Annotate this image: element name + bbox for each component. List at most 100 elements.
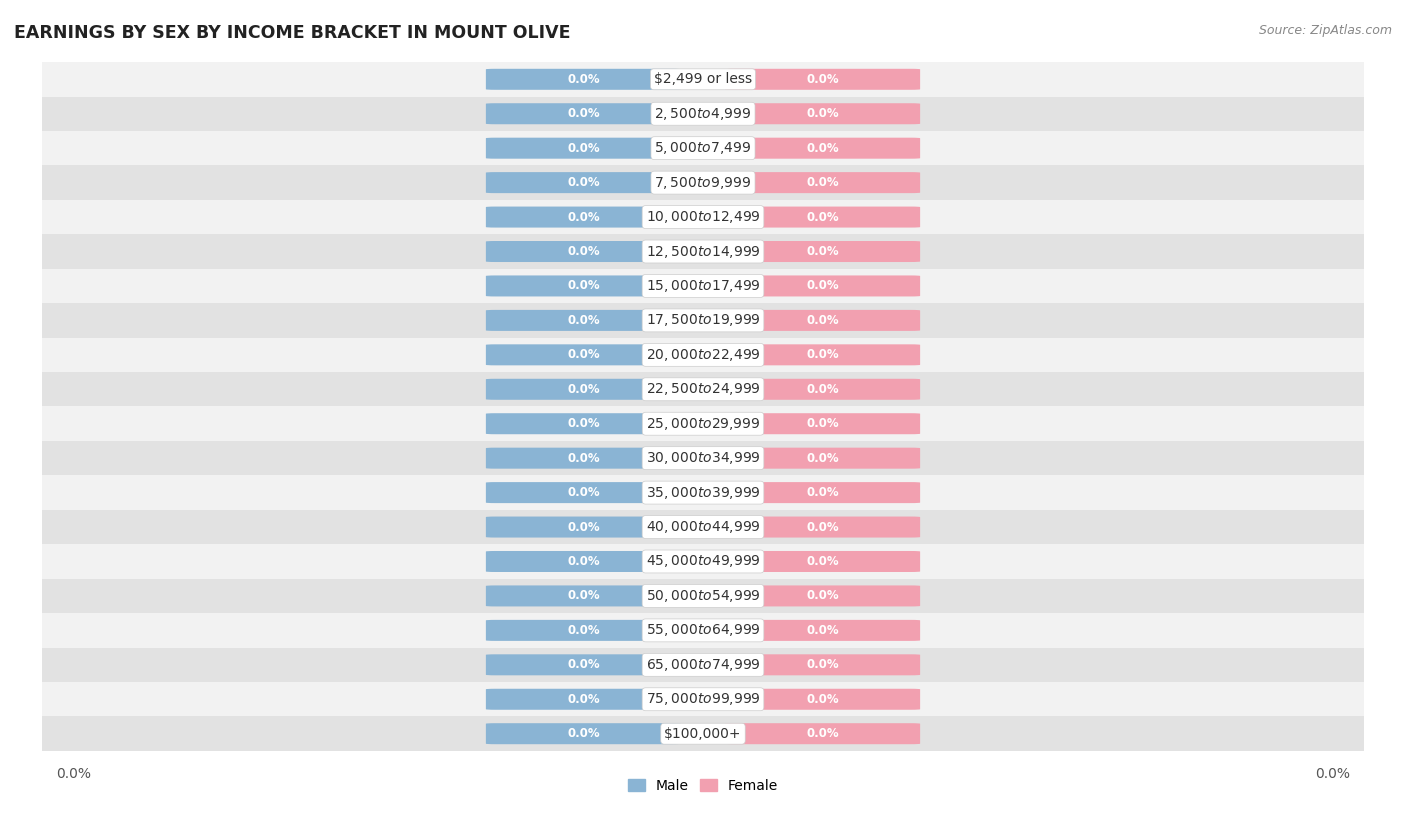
FancyBboxPatch shape — [486, 241, 681, 262]
Text: 0.0%: 0.0% — [806, 107, 839, 120]
FancyBboxPatch shape — [725, 516, 920, 537]
FancyBboxPatch shape — [725, 276, 920, 297]
FancyBboxPatch shape — [725, 413, 920, 434]
FancyBboxPatch shape — [486, 276, 681, 297]
Text: $12,500 to $14,999: $12,500 to $14,999 — [645, 244, 761, 259]
Text: 0.0%: 0.0% — [806, 486, 839, 499]
FancyBboxPatch shape — [486, 654, 681, 676]
Bar — [42, 648, 1364, 682]
FancyBboxPatch shape — [486, 69, 681, 89]
Text: 0.0%: 0.0% — [567, 693, 600, 706]
Text: 0.0%: 0.0% — [806, 176, 839, 189]
Text: $17,500 to $19,999: $17,500 to $19,999 — [645, 312, 761, 328]
Text: 0.0%: 0.0% — [567, 176, 600, 189]
Text: 0.0%: 0.0% — [806, 280, 839, 293]
Text: 0.0%: 0.0% — [806, 245, 839, 258]
Text: 0.0%: 0.0% — [567, 486, 600, 499]
Bar — [42, 406, 1364, 441]
FancyBboxPatch shape — [725, 207, 920, 228]
Text: 0.0%: 0.0% — [806, 693, 839, 706]
Bar — [42, 544, 1364, 579]
Bar — [42, 716, 1364, 751]
Bar — [42, 372, 1364, 406]
Text: 0.0%: 0.0% — [806, 659, 839, 672]
Text: 0.0%: 0.0% — [567, 727, 600, 740]
FancyBboxPatch shape — [486, 585, 681, 606]
Bar — [42, 269, 1364, 303]
Text: $22,500 to $24,999: $22,500 to $24,999 — [645, 381, 761, 398]
FancyBboxPatch shape — [486, 516, 681, 537]
Text: $50,000 to $54,999: $50,000 to $54,999 — [645, 588, 761, 604]
FancyBboxPatch shape — [486, 379, 681, 400]
Text: $2,499 or less: $2,499 or less — [654, 72, 752, 86]
Text: 0.0%: 0.0% — [567, 348, 600, 361]
Text: 0.0%: 0.0% — [567, 280, 600, 293]
Text: 0.0%: 0.0% — [806, 727, 839, 740]
FancyBboxPatch shape — [486, 448, 681, 468]
FancyBboxPatch shape — [486, 620, 681, 641]
Text: $30,000 to $34,999: $30,000 to $34,999 — [645, 450, 761, 466]
FancyBboxPatch shape — [725, 448, 920, 468]
FancyBboxPatch shape — [725, 654, 920, 676]
Text: $7,500 to $9,999: $7,500 to $9,999 — [654, 175, 752, 190]
Text: 0.0%: 0.0% — [567, 452, 600, 465]
Bar — [42, 441, 1364, 476]
Bar — [42, 476, 1364, 510]
FancyBboxPatch shape — [486, 345, 681, 365]
Bar — [42, 200, 1364, 234]
FancyBboxPatch shape — [725, 379, 920, 400]
FancyBboxPatch shape — [725, 310, 920, 331]
Text: 0.0%: 0.0% — [806, 520, 839, 533]
Bar — [42, 165, 1364, 200]
FancyBboxPatch shape — [486, 482, 681, 503]
Text: 0.0%: 0.0% — [806, 348, 839, 361]
Text: 0.0%: 0.0% — [567, 589, 600, 602]
Text: 0.0%: 0.0% — [567, 624, 600, 637]
FancyBboxPatch shape — [725, 69, 920, 89]
Text: 0.0%: 0.0% — [806, 73, 839, 86]
FancyBboxPatch shape — [725, 103, 920, 124]
Text: $65,000 to $74,999: $65,000 to $74,999 — [645, 657, 761, 673]
FancyBboxPatch shape — [486, 724, 681, 744]
Text: 0.0%: 0.0% — [567, 659, 600, 672]
Text: 0.0%: 0.0% — [567, 417, 600, 430]
Text: 0.0%: 0.0% — [806, 589, 839, 602]
Bar — [42, 62, 1364, 97]
FancyBboxPatch shape — [486, 207, 681, 228]
Text: 0.0%: 0.0% — [806, 624, 839, 637]
Text: 0.0%: 0.0% — [806, 314, 839, 327]
FancyBboxPatch shape — [725, 620, 920, 641]
FancyBboxPatch shape — [486, 137, 681, 159]
Text: 0.0%: 0.0% — [567, 107, 600, 120]
FancyBboxPatch shape — [725, 689, 920, 710]
Text: $45,000 to $49,999: $45,000 to $49,999 — [645, 554, 761, 569]
FancyBboxPatch shape — [486, 172, 681, 193]
Text: $40,000 to $44,999: $40,000 to $44,999 — [645, 519, 761, 535]
Text: 0.0%: 0.0% — [567, 555, 600, 568]
FancyBboxPatch shape — [486, 413, 681, 434]
Bar — [42, 337, 1364, 372]
Text: $100,000+: $100,000+ — [664, 727, 742, 741]
Text: 0.0%: 0.0% — [567, 73, 600, 86]
FancyBboxPatch shape — [725, 345, 920, 365]
Text: $5,000 to $7,499: $5,000 to $7,499 — [654, 140, 752, 156]
FancyBboxPatch shape — [486, 689, 681, 710]
Text: 0.0%: 0.0% — [806, 452, 839, 465]
FancyBboxPatch shape — [725, 585, 920, 606]
FancyBboxPatch shape — [725, 172, 920, 193]
Text: $15,000 to $17,499: $15,000 to $17,499 — [645, 278, 761, 294]
Bar — [42, 579, 1364, 613]
Legend: Male, Female: Male, Female — [623, 773, 783, 798]
Text: $75,000 to $99,999: $75,000 to $99,999 — [645, 691, 761, 707]
Text: $20,000 to $22,499: $20,000 to $22,499 — [645, 347, 761, 363]
Bar — [42, 131, 1364, 165]
FancyBboxPatch shape — [725, 482, 920, 503]
Text: 0.0%: 0.0% — [567, 211, 600, 224]
Text: 0.0%: 0.0% — [806, 141, 839, 154]
Text: 0.0%: 0.0% — [567, 383, 600, 396]
Text: $55,000 to $64,999: $55,000 to $64,999 — [645, 623, 761, 638]
Text: EARNINGS BY SEX BY INCOME BRACKET IN MOUNT OLIVE: EARNINGS BY SEX BY INCOME BRACKET IN MOU… — [14, 24, 571, 42]
Text: 0.0%: 0.0% — [806, 211, 839, 224]
FancyBboxPatch shape — [725, 241, 920, 262]
Text: 0.0%: 0.0% — [567, 141, 600, 154]
